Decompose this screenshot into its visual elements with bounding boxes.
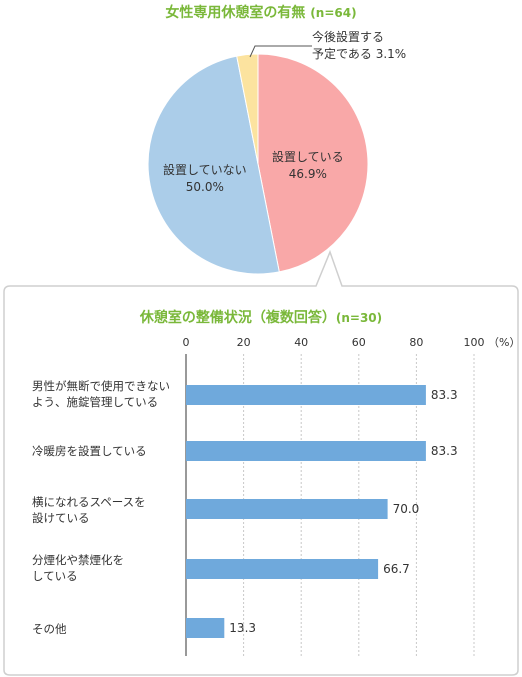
pie-slice-installed [257, 53, 369, 273]
category-label-smoking-line2: している [32, 569, 78, 583]
bar [186, 618, 225, 638]
category-label-smoking-line1: 分煙化や禁煙化を [32, 553, 124, 567]
tick-label: 20 [237, 336, 251, 349]
bar-value-label: 70.0 [393, 502, 420, 516]
pie-label-not-installed-name: 設置していない [163, 163, 247, 177]
bar-title-text: 休憩室の整備状況（複数回答） [139, 310, 336, 326]
category-label-lie-down-line1: 横になれるスペースを [32, 495, 146, 509]
tick-label: 80 [409, 336, 423, 349]
pie-n-label: (n=64) [310, 6, 357, 20]
category-label-lock-line2: よう、施錠管理している [32, 395, 159, 409]
category-label-aircon: 冷暖房を設置している [32, 443, 182, 459]
pie-leader-line [249, 45, 312, 58]
tick-label: 0 [183, 336, 190, 349]
category-label-other: その他 [32, 621, 182, 637]
category-label-smoking: 分煙化や禁煙化を している [32, 552, 182, 584]
bar [186, 559, 379, 579]
category-label-lock: 男性が無断で使用できない よう、施錠管理している [32, 378, 182, 410]
unit-label: （%） [488, 336, 520, 349]
pie-label-not-installed-value: 50.0% [185, 180, 224, 194]
pie-label-planned: 今後設置する 予定である 3.1% [312, 29, 406, 63]
pie-title-text: 女性専用休憩室の有無 [165, 5, 306, 21]
bar-value-label: 66.7 [383, 562, 410, 576]
pie-slice-planned [236, 53, 259, 165]
callout-border [3, 249, 519, 676]
category-label-other-line1: その他 [32, 622, 67, 636]
category-label-aircon-line1: 冷暖房を設置している [32, 444, 147, 458]
bar [186, 385, 426, 405]
category-label-lock-line1: 男性が無断で使用できない [32, 379, 170, 393]
pie-label-installed-name: 設置している [272, 150, 344, 164]
pie-label-planned-line2: 予定である 3.1% [312, 47, 407, 61]
pie-slice-not-installed [147, 55, 280, 275]
pie-chart-title: 女性専用休憩室の有無 (n=64) [0, 2, 522, 22]
bar [186, 441, 426, 461]
pie-label-not-installed: 設置していない 50.0% [163, 162, 247, 196]
pie-label-installed: 設置している 46.9% [272, 149, 344, 183]
bar-value-label: 13.3 [229, 621, 256, 635]
tick-label: 60 [352, 336, 366, 349]
bar-chart-title: 休憩室の整備状況（複数回答）(n=30) [0, 307, 522, 327]
pie-label-planned-line1: 今後設置する [312, 30, 385, 44]
bar-n-label: (n=30) [335, 311, 383, 325]
tick-label: 40 [294, 336, 308, 349]
pie-label-installed-value: 46.9% [288, 167, 327, 181]
bar-value-label: 83.3 [431, 444, 458, 458]
bar [186, 499, 388, 519]
category-label-lie-down: 横になれるスペースを 設けている [32, 494, 182, 526]
category-label-lie-down-line2: 設けている [32, 511, 90, 525]
tick-label: 100 [464, 336, 485, 349]
bar-value-label: 83.3 [431, 388, 458, 402]
